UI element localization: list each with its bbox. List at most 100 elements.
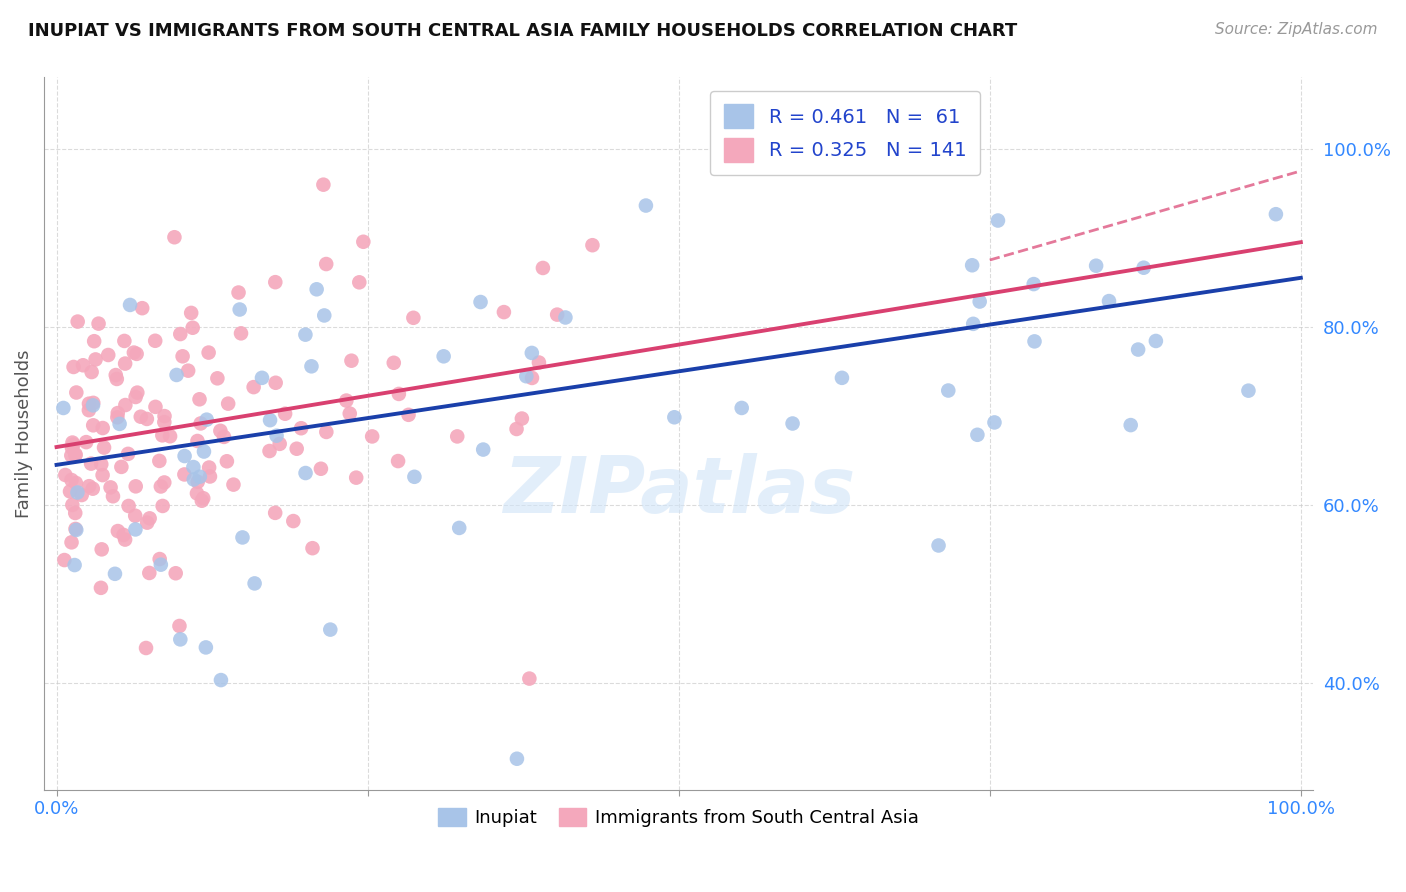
Point [969,294,991,309]
Point [66,315,89,329]
Point [209,424,232,438]
Point [1119,418,1142,433]
Point [183,460,205,475]
Point [114,533,136,547]
Point [1264,207,1286,221]
Point [150,428,173,442]
Point [1144,334,1167,348]
Point [186,486,208,500]
Y-axis label: Family Households: Family Households [15,350,32,518]
Point [191,493,214,508]
Point [65,506,87,520]
Point [285,442,308,456]
Point [105,372,128,386]
Point [1126,343,1149,357]
Point [962,317,984,331]
Point [228,302,250,317]
Point [492,305,515,319]
Point [62,437,84,451]
Point [960,258,983,272]
Point [153,409,176,423]
Point [177,364,200,378]
Point [312,178,335,192]
Point [93,441,115,455]
Point [197,345,219,359]
Point [515,369,537,384]
Point [433,349,456,363]
Point [259,413,281,427]
Point [77,403,100,417]
Point [983,416,1005,430]
Point [135,412,157,426]
Point [65,448,87,462]
Point [352,235,374,249]
Point [264,376,287,390]
Point [229,326,252,341]
Point [145,400,167,414]
Point [135,640,157,655]
Point [143,334,166,348]
Point [1022,277,1045,291]
Point [136,516,159,530]
Point [53,468,76,483]
Point [149,558,172,572]
Point [283,514,305,528]
Point [138,566,160,580]
Point [294,327,316,342]
Point [91,421,114,435]
Point [344,470,367,484]
Point [149,479,172,493]
Point [222,477,245,491]
Point [114,357,136,371]
Point [52,401,75,415]
Point [243,576,266,591]
Point [190,417,212,431]
Point [259,444,281,458]
Text: Source: ZipAtlas.com: Source: ZipAtlas.com [1215,22,1378,37]
Point [148,454,170,468]
Point [60,449,83,463]
Point [104,368,127,382]
Point [361,429,384,443]
Point [264,506,287,520]
Point [731,401,754,415]
Point [169,632,191,647]
Point [65,475,87,490]
Point [470,295,492,310]
Point [65,523,87,537]
Point [77,479,100,493]
Point [1085,259,1108,273]
Point [152,499,174,513]
Point [382,356,405,370]
Point [309,462,332,476]
Point [634,198,657,212]
Point [505,422,527,436]
Point [172,349,194,363]
Point [181,320,204,334]
Point [82,398,104,412]
Point [101,489,124,503]
Point [510,411,533,425]
Point [117,499,139,513]
Point [107,406,129,420]
Point [936,384,959,398]
Point [520,371,543,385]
Point [72,358,94,372]
Point [782,417,804,431]
Point [80,457,103,471]
Point [60,441,83,455]
Point [527,355,550,369]
Point [75,435,97,450]
Point [65,522,87,536]
Point [127,385,149,400]
Point [107,524,129,538]
Point [114,398,136,412]
Point [138,511,160,525]
Text: ZIPatlas: ZIPatlas [502,452,855,529]
Point [831,371,853,385]
Point [166,368,188,382]
Point [209,673,232,687]
Point [315,257,337,271]
Point [294,466,316,480]
Point [215,454,238,468]
